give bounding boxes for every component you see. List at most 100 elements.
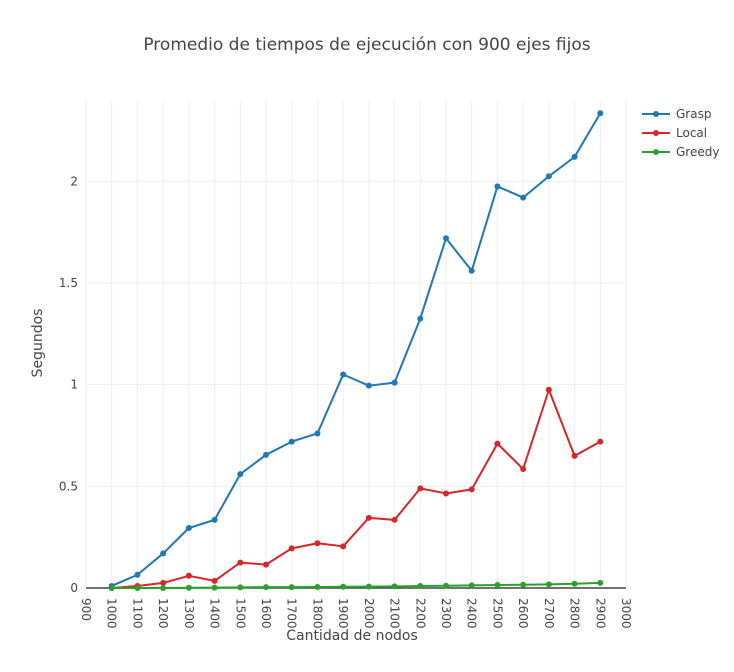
x-axis-label: Cantidad de nodos: [286, 628, 418, 644]
data-point-local[interactable]: [597, 438, 604, 445]
x-tick-label: 1300: [182, 598, 196, 629]
data-point-greedy[interactable]: [443, 582, 449, 589]
data-point-grasp[interactable]: [494, 183, 501, 190]
data-point-grasp[interactable]: [134, 571, 141, 578]
data-point-greedy[interactable]: [571, 580, 578, 587]
data-point-greedy[interactable]: [545, 581, 552, 588]
data-point-local[interactable]: [545, 386, 552, 393]
data-point-local[interactable]: [417, 485, 424, 492]
series-grasp: [108, 110, 604, 589]
legend-marker: [653, 149, 659, 155]
data-point-local[interactable]: [288, 545, 295, 552]
data-point-grasp[interactable]: [571, 153, 578, 160]
x-tick-label: 2200: [413, 598, 427, 629]
series-line-grasp: [111, 112, 602, 587]
data-point-grasp[interactable]: [288, 438, 295, 445]
data-point-grasp[interactable]: [417, 315, 424, 322]
data-point-grasp[interactable]: [185, 525, 192, 532]
data-point-greedy[interactable]: [314, 583, 321, 590]
data-point-local[interactable]: [520, 466, 527, 473]
data-point-greedy[interactable]: [211, 584, 218, 591]
legend-label: Grasp: [676, 107, 711, 121]
data-point-grasp[interactable]: [365, 382, 372, 389]
data-point-local[interactable]: [185, 572, 192, 579]
legend-label: Greedy: [676, 145, 719, 159]
grid: [85, 100, 627, 588]
data-point-greedy[interactable]: [185, 584, 192, 591]
chart-title: Promedio de tiempos de ejecución con 900…: [143, 35, 590, 55]
data-point-grasp[interactable]: [520, 194, 527, 201]
legend-marker: [653, 130, 659, 136]
data-point-greedy[interactable]: [417, 582, 424, 589]
data-point-local[interactable]: [365, 514, 372, 521]
data-point-grasp[interactable]: [160, 550, 167, 557]
data-point-grasp[interactable]: [314, 430, 321, 437]
x-tick-label: 1200: [156, 598, 170, 629]
data-point-local[interactable]: [571, 452, 578, 459]
series-greedy: [108, 579, 604, 591]
y-tick-label: 1.5: [59, 276, 78, 290]
data-point-grasp[interactable]: [211, 516, 218, 523]
data-point-grasp[interactable]: [468, 267, 475, 274]
data-point-local[interactable]: [263, 561, 269, 568]
data-point-local[interactable]: [391, 516, 398, 523]
series-line-local: [111, 388, 601, 589]
data-point-local[interactable]: [314, 540, 321, 547]
data-point-greedy[interactable]: [391, 583, 398, 590]
data-point-grasp[interactable]: [545, 173, 552, 180]
data-point-grasp[interactable]: [340, 371, 347, 378]
data-point-greedy[interactable]: [597, 579, 604, 586]
x-tick-label: 1500: [233, 598, 247, 629]
data-point-local[interactable]: [443, 490, 449, 497]
data-point-local[interactable]: [494, 440, 501, 447]
legend-item-greedy[interactable]: Greedy: [642, 145, 719, 159]
legend-item-local[interactable]: Local: [642, 126, 707, 140]
data-point-greedy[interactable]: [520, 581, 527, 588]
data-point-greedy[interactable]: [160, 585, 167, 591]
data-point-local[interactable]: [340, 543, 347, 550]
legend-label: Local: [676, 126, 707, 140]
data-point-greedy[interactable]: [494, 581, 501, 588]
data-point-greedy[interactable]: [468, 582, 475, 589]
data-point-greedy[interactable]: [365, 583, 372, 590]
x-tick-label: 1000: [105, 598, 119, 629]
data-point-greedy[interactable]: [134, 585, 141, 591]
data-point-greedy[interactable]: [263, 584, 269, 591]
data-point-local[interactable]: [237, 559, 244, 566]
x-tick-label: 2900: [593, 598, 607, 629]
data-point-grasp[interactable]: [391, 379, 398, 386]
y-axis-label: Segundos: [30, 309, 46, 378]
data-point-greedy[interactable]: [108, 585, 115, 591]
x-tick-label: 1100: [130, 598, 144, 629]
axes: 900 1000 1100 1200 1300 1400 1500 1600 1700 1800 1…: [59, 174, 633, 628]
data-point-grasp[interactable]: [263, 451, 269, 458]
y-tick-label: 2: [70, 174, 78, 188]
data-point-local[interactable]: [160, 579, 167, 586]
x-tick-label: 2400: [465, 598, 479, 629]
series-local: [108, 386, 604, 591]
data-point-local[interactable]: [468, 486, 475, 493]
legend[interactable]: Grasp Local Greedy: [642, 107, 719, 159]
data-point-greedy[interactable]: [237, 584, 244, 591]
x-tick-label: 1800: [310, 598, 324, 629]
x-tick-label: 2000: [362, 598, 376, 629]
series-layer: [108, 110, 604, 591]
x-tick-label: 2300: [439, 598, 453, 629]
x-tick-label: 3000: [619, 598, 633, 629]
x-tick-label: 1700: [285, 598, 299, 629]
x-tick-label: 1600: [259, 598, 273, 629]
data-point-grasp[interactable]: [237, 471, 244, 478]
x-tick-label: 2700: [542, 598, 556, 629]
data-point-local[interactable]: [211, 577, 218, 584]
legend-marker: [653, 111, 659, 117]
x-tick-label: 2500: [490, 598, 504, 629]
x-tick-label: 1400: [208, 598, 222, 629]
data-point-greedy[interactable]: [288, 584, 295, 591]
data-point-grasp[interactable]: [597, 110, 604, 117]
x-tick-label: 2600: [516, 598, 530, 629]
data-point-greedy[interactable]: [340, 583, 347, 590]
data-point-grasp[interactable]: [443, 235, 449, 242]
legend-item-grasp[interactable]: Grasp: [642, 107, 711, 121]
